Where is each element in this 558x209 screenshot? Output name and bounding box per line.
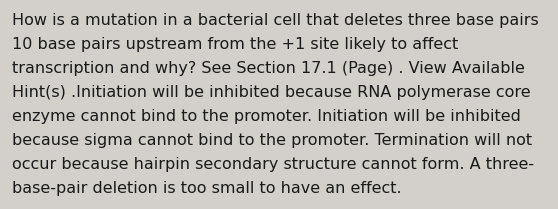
Text: How is a mutation in a bacterial cell that deletes three base pairs: How is a mutation in a bacterial cell th… [12, 13, 539, 28]
Text: transcription and why? See Section 17.1 (Page) . View Available: transcription and why? See Section 17.1 … [12, 61, 525, 76]
Text: occur because hairpin secondary structure cannot form. A three-: occur because hairpin secondary structur… [12, 157, 535, 172]
Text: Hint(s) .Initiation will be inhibited because RNA polymerase core: Hint(s) .Initiation will be inhibited be… [12, 85, 531, 100]
Text: enzyme cannot bind to the promoter. Initiation will be inhibited: enzyme cannot bind to the promoter. Init… [12, 109, 521, 124]
Text: base-pair deletion is too small to have an effect.: base-pair deletion is too small to have … [12, 181, 402, 196]
Text: 10 base pairs upstream from the +1 site likely to affect: 10 base pairs upstream from the +1 site … [12, 37, 459, 52]
Text: because sigma cannot bind to the promoter. Termination will not: because sigma cannot bind to the promote… [12, 133, 532, 148]
